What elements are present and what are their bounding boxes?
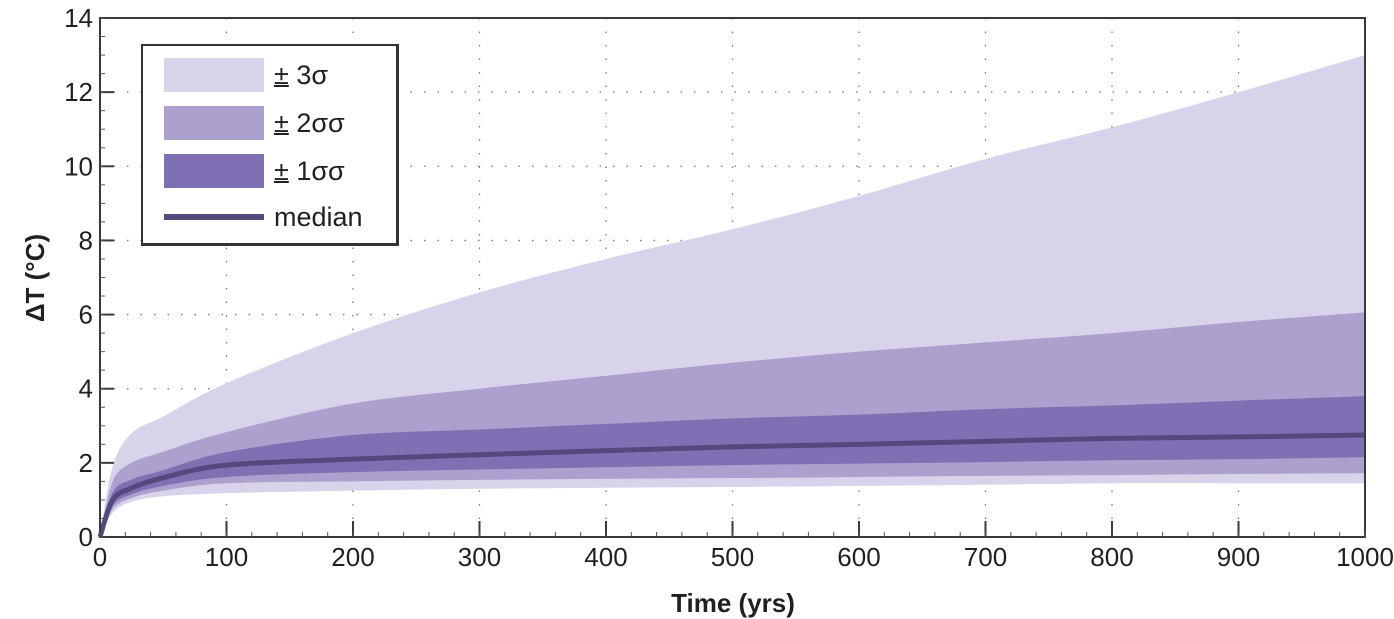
x-axis-title: Time (yrs) — [671, 588, 795, 618]
legend-swatch-3sigma — [164, 58, 264, 92]
y-tick-label: 0 — [79, 522, 93, 552]
legend-item-2sigma: ± 2σσ — [164, 105, 345, 141]
band-1sigma — [100, 396, 1365, 537]
legend-item-median: median — [164, 199, 363, 235]
x-tick-label: 0 — [93, 542, 107, 572]
x-tick-label: 300 — [458, 542, 501, 572]
legend-swatch-2sigma — [164, 106, 264, 140]
x-tick-label: 900 — [1217, 542, 1260, 572]
legend-item-1sigma: ± 1σσ — [164, 153, 345, 189]
legend: ± 3σ ± 2σσ ± 1σσ median — [141, 44, 399, 246]
y-tick-label: 8 — [79, 225, 93, 255]
x-tick-label: 700 — [964, 542, 1007, 572]
y-axis-title: ΔT (°C) — [20, 234, 50, 322]
x-axis-ticks: 0 100 200 300 400 500 600 700 800 900 1000 — [93, 521, 1394, 572]
y-tick-label: 2 — [79, 448, 93, 478]
x-tick-label: 500 — [711, 542, 754, 572]
x-tick-label: 800 — [1090, 542, 1133, 572]
y-tick-label: 14 — [64, 3, 93, 33]
x-tick-label: 100 — [205, 542, 248, 572]
y-tick-label: 4 — [79, 374, 93, 404]
legend-swatch-1sigma — [164, 154, 264, 188]
y-tick-label: 6 — [79, 300, 93, 330]
median-line — [97, 432, 1366, 538]
legend-label-median: median — [274, 201, 363, 232]
x-tick-label: 200 — [331, 542, 374, 572]
x-tick-label: 600 — [837, 542, 880, 572]
legend-label-3sigma: ± 3σ — [274, 59, 329, 90]
series-median — [97, 432, 1366, 538]
legend-label-2sigma: ± 2σσ — [274, 107, 345, 138]
y-axis-ticks: 0 2 4 6 8 10 12 14 — [64, 3, 114, 552]
confidence-bands — [100, 55, 1365, 537]
legend-item-3sigma: ± 3σ — [164, 57, 328, 93]
x-tick-label: 1000 — [1336, 542, 1394, 572]
legend-label-1sigma: ± 1σσ — [274, 155, 345, 186]
y-tick-label: 12 — [64, 77, 93, 107]
legend-line-median — [164, 214, 264, 220]
y-tick-label: 10 — [64, 151, 93, 181]
x-tick-label: 400 — [584, 542, 627, 572]
